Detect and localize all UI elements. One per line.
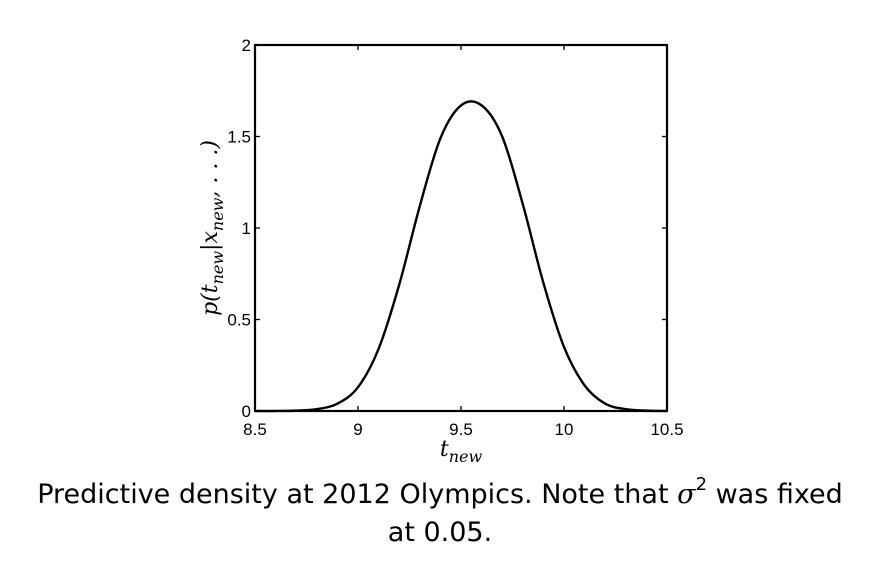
figure-caption: Predictive density at 2012 Olympics. Not… bbox=[20, 476, 860, 552]
x-axis-label: tnew bbox=[440, 437, 483, 466]
y-tick-label: 0.5 bbox=[227, 311, 251, 330]
x-tick-label: 8.5 bbox=[243, 420, 267, 439]
x-tick-label: 10 bbox=[555, 420, 574, 439]
caption-sigma-exponent: 2 bbox=[695, 474, 708, 495]
caption-text-before: Predictive density at 2012 Olympics. Not… bbox=[37, 479, 678, 510]
x-tick-label: 9 bbox=[353, 420, 362, 439]
y-tick-label: 1.5 bbox=[227, 128, 251, 147]
x-axis-label-sub: new bbox=[449, 447, 483, 466]
y-tick-label: 0 bbox=[242, 402, 251, 421]
x-tick-label: 9.5 bbox=[449, 420, 473, 439]
plot-frame bbox=[253, 43, 669, 413]
tick-labels-group: 8.5 9 9.5 10 10.5 0 0.5 1 1.5 2 bbox=[227, 36, 683, 439]
plot-area bbox=[255, 45, 667, 411]
x-tick-label: 10.5 bbox=[650, 420, 683, 439]
y-tick-label: 1 bbox=[242, 219, 251, 238]
x-axis-label-base: t bbox=[440, 437, 449, 462]
y-axis-label: p(tnew|xnew, . . .) bbox=[198, 140, 227, 316]
series-line bbox=[254, 100, 668, 413]
y-tick-label: 2 bbox=[242, 36, 251, 55]
caption-text-after: was fixed at 0.05. bbox=[387, 479, 843, 548]
caption-sigma: σ bbox=[677, 479, 696, 510]
